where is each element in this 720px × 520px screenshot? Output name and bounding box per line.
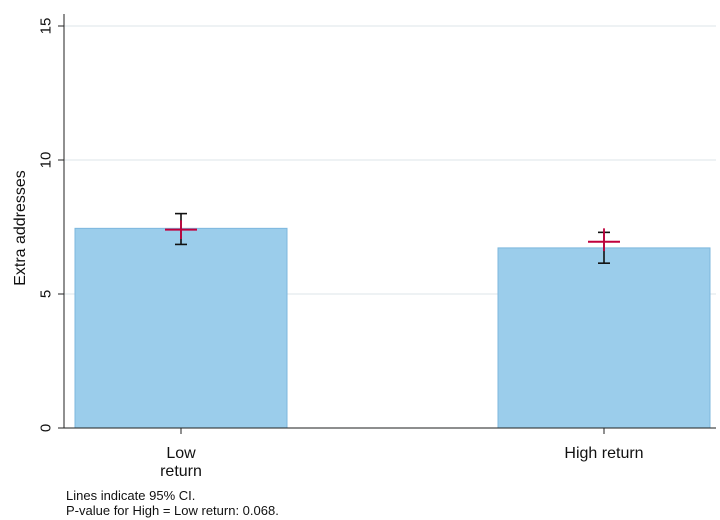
bar — [74, 227, 288, 429]
x-tick-label: Low — [166, 445, 196, 462]
y-tick-label: 10 — [38, 152, 55, 169]
y-tick-label: 15 — [38, 18, 55, 35]
x-tick-label: return — [160, 463, 202, 480]
bar — [497, 247, 711, 429]
confidence-intervals — [165, 212, 620, 264]
p-value-note: P-value for High = Low return: 0.068. — [66, 503, 279, 518]
y-axis-label: Extra addresses — [12, 170, 29, 286]
ci-note: Lines indicate 95% CI. — [66, 488, 196, 503]
y-tick-label: 0 — [38, 424, 55, 432]
y-tick-label: 5 — [38, 290, 55, 298]
x-tick-label: High return — [564, 445, 643, 462]
bars — [74, 227, 711, 429]
